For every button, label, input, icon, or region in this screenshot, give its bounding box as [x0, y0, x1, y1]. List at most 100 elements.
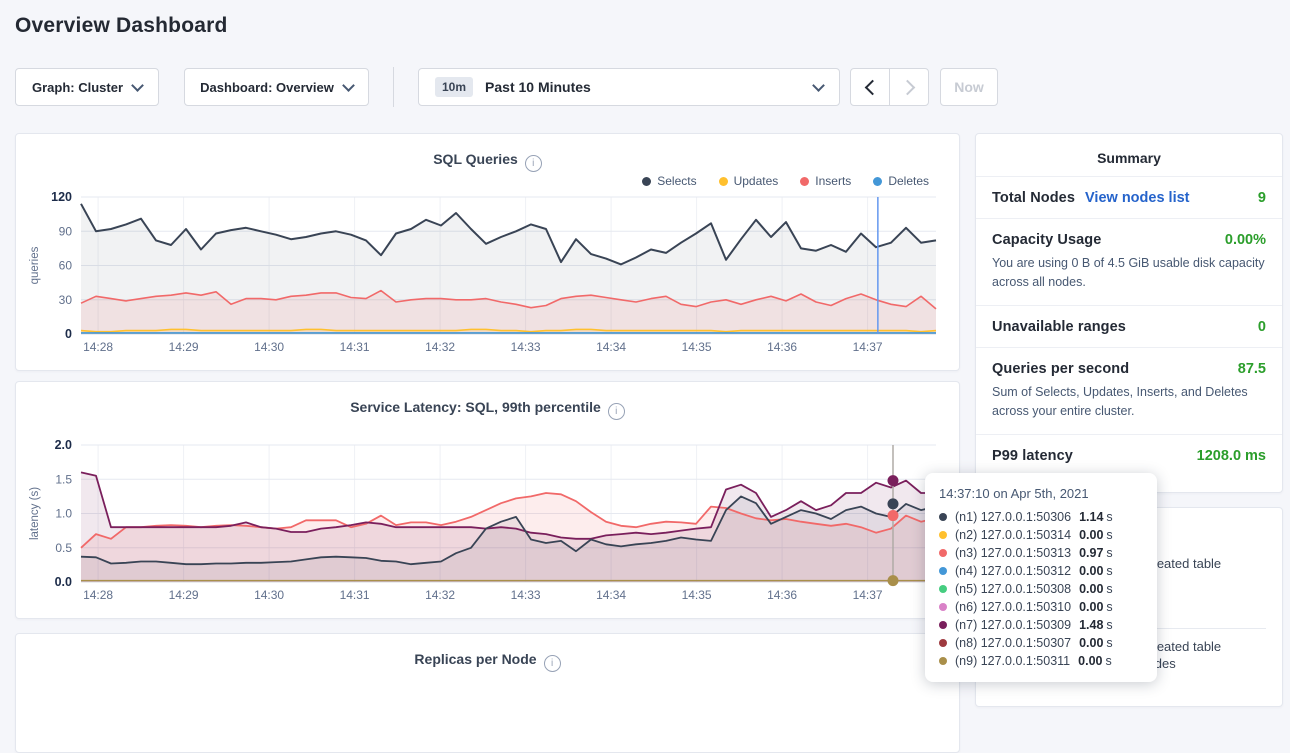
tooltip-node-value: 0.00 — [1078, 654, 1103, 668]
sql-queries-card: SQL Queries Selects Updates Inserts Deletes… — [15, 133, 960, 371]
node-color-dot-icon — [939, 657, 947, 665]
x-axis-tick: 14:29 — [169, 588, 199, 602]
y-axis-tick: 1.5 — [55, 472, 72, 486]
summary-row-label: P99 latency — [992, 447, 1073, 464]
tooltip-node-address: (n5) 127.0.0.1:50308 — [955, 582, 1072, 596]
x-axis-tick: 14:29 — [169, 340, 199, 354]
time-next-button[interactable] — [889, 68, 929, 106]
latency-title: Service Latency: SQL, 99th percentile — [16, 399, 959, 420]
tooltip-row: (n7) 127.0.0.1:50309 1.48 s — [939, 616, 1143, 634]
tooltip-node-address: (n3) 127.0.0.1:50313 — [955, 546, 1072, 560]
tooltip-row: (n6) 127.0.0.1:50310 0.00 s — [939, 598, 1143, 616]
tooltip-node-unit: s — [1106, 582, 1113, 596]
y-axis-tick: 0.5 — [55, 541, 72, 555]
event-item-text[interactable]: created table — [1146, 639, 1222, 654]
x-axis-tick: 14:34 — [596, 340, 626, 354]
summary-panel: Summary Total Nodes View nodes list 9 Capac… — [975, 133, 1283, 493]
tooltip-node-unit: s — [1106, 636, 1113, 650]
tooltip-node-unit: s — [1106, 510, 1113, 524]
series-line — [80, 471, 936, 540]
graph-dropdown-label: Graph: Cluster — [31, 79, 123, 95]
y-axis-tick: 90 — [59, 224, 73, 238]
y-axis-tick: 30 — [59, 293, 73, 307]
tooltip-node-address: (n9) 127.0.0.1:50311 — [955, 654, 1071, 668]
legend-dot-icon — [873, 176, 883, 186]
hover-point-dot — [887, 498, 899, 510]
legend-item[interactable]: Deletes — [873, 174, 929, 188]
x-axis-tick: 14:36 — [767, 340, 797, 354]
info-icon[interactable] — [607, 403, 625, 420]
time-prev-button[interactable] — [850, 68, 890, 106]
series-line — [80, 328, 937, 333]
info-icon[interactable] — [543, 655, 561, 672]
latency-card: Service Latency: SQL, 99th percentile 14… — [15, 381, 960, 619]
replicas-title: Replicas per Node — [16, 651, 959, 672]
y-axis-tick: 2.0 — [55, 438, 72, 452]
tooltip-row: (n3) 127.0.0.1:50313 0.97 s — [939, 544, 1143, 562]
tooltip-node-value: 1.14 — [1079, 510, 1104, 524]
dashboard-dropdown[interactable]: Dashboard: Overview — [184, 68, 369, 106]
legend-item[interactable]: Selects — [642, 174, 697, 188]
legend-item[interactable]: Updates — [718, 174, 779, 188]
summary-row-label: Queries per second — [992, 360, 1130, 377]
x-axis-tick: 14:36 — [767, 588, 797, 602]
summary-row: P99 latency 1208.0 ms — [976, 433, 1282, 476]
replicas-title-text: Replicas per Node — [414, 651, 537, 667]
tooltip-node-address: (n8) 127.0.0.1:50307 — [955, 636, 1072, 650]
legend-label: Inserts — [815, 174, 852, 188]
x-axis-tick: 14:32 — [425, 588, 455, 602]
latency-chart[interactable]: 14:28 14:29 14:30 14:31 14:32 14:33 14:34 14:35… — [16, 437, 961, 607]
tooltip-node-value: 0.00 — [1079, 528, 1104, 542]
series-line — [80, 492, 937, 549]
series-line — [80, 203, 937, 266]
sql-queries-chart[interactable]: 14:28 14:29 14:30 14:31 14:32 14:33 14:34 14:35… — [16, 189, 961, 359]
sql-queries-title-text: SQL Queries — [433, 151, 518, 167]
time-range-label: Past 10 Minutes — [485, 79, 591, 95]
legend-item[interactable]: Inserts — [800, 174, 851, 188]
y-axis-tick: 60 — [59, 259, 73, 273]
view-nodes-link[interactable]: View nodes list — [1085, 190, 1190, 206]
x-axis-tick: 14:37 — [853, 588, 883, 602]
chevron-right-icon — [899, 79, 915, 95]
event-item-text[interactable]: created table — [1146, 556, 1222, 571]
now-button[interactable]: Now — [940, 68, 998, 106]
legend-label: Deletes — [888, 174, 929, 188]
sql-legend: Selects Updates Inserts Deletes — [642, 174, 929, 188]
hover-point-dot — [887, 475, 899, 487]
chevron-down-icon — [341, 78, 355, 92]
x-axis-tick: 14:30 — [254, 588, 284, 602]
tooltip-node-value: 0.00 — [1079, 582, 1104, 596]
summary-row-label: Total Nodes — [992, 190, 1076, 206]
x-axis-tick: 14:35 — [682, 340, 712, 354]
series-line — [80, 289, 937, 310]
hover-point-dot — [887, 510, 899, 522]
tooltip-node-address: (n1) 127.0.0.1:50306 — [955, 510, 1072, 524]
summary-row-label: Capacity Usage — [992, 232, 1102, 248]
x-axis-tick: 14:37 — [853, 340, 883, 354]
page-title: Overview Dashboard — [15, 14, 228, 37]
time-range-dropdown[interactable]: 10m Past 10 Minutes — [418, 68, 840, 106]
x-axis-tick: 14:28 — [83, 588, 113, 602]
x-axis-tick: 14:33 — [511, 340, 541, 354]
legend-label: Updates — [733, 174, 779, 188]
x-axis-tick: 14:31 — [340, 340, 370, 354]
info-icon[interactable] — [524, 155, 542, 172]
tooltip-rows: (n1) 127.0.0.1:50306 1.14 s (n2) 127.0.0.1:… — [939, 508, 1143, 670]
dashboard-dropdown-label: Dashboard: Overview — [200, 79, 334, 95]
tooltip-timestamp: 14:37:10 on Apr 5th, 2021 — [939, 486, 1089, 501]
tooltip-node-unit: s — [1106, 564, 1113, 578]
tooltip-node-unit: s — [1106, 600, 1113, 614]
legend-label: Selects — [657, 174, 697, 188]
time-range-badge: 10m — [435, 77, 474, 97]
summary-rows: Total Nodes View nodes list 9 Capacity Usag… — [976, 176, 1282, 476]
summary-row: Total Nodes View nodes list 9 — [976, 176, 1282, 218]
toolbar-divider — [393, 67, 394, 107]
tooltip-row: (n5) 127.0.0.1:50308 0.00 s — [939, 580, 1143, 598]
graph-dropdown[interactable]: Graph: Cluster — [15, 68, 159, 106]
node-color-dot-icon — [939, 639, 947, 647]
tooltip-row: (n8) 127.0.0.1:50307 0.00 s — [939, 634, 1143, 652]
summary-header: Summary — [1097, 150, 1161, 166]
series-line — [80, 495, 937, 566]
node-color-dot-icon — [939, 513, 947, 521]
tooltip-row: (n4) 127.0.0.1:50312 0.00 s — [939, 562, 1143, 580]
